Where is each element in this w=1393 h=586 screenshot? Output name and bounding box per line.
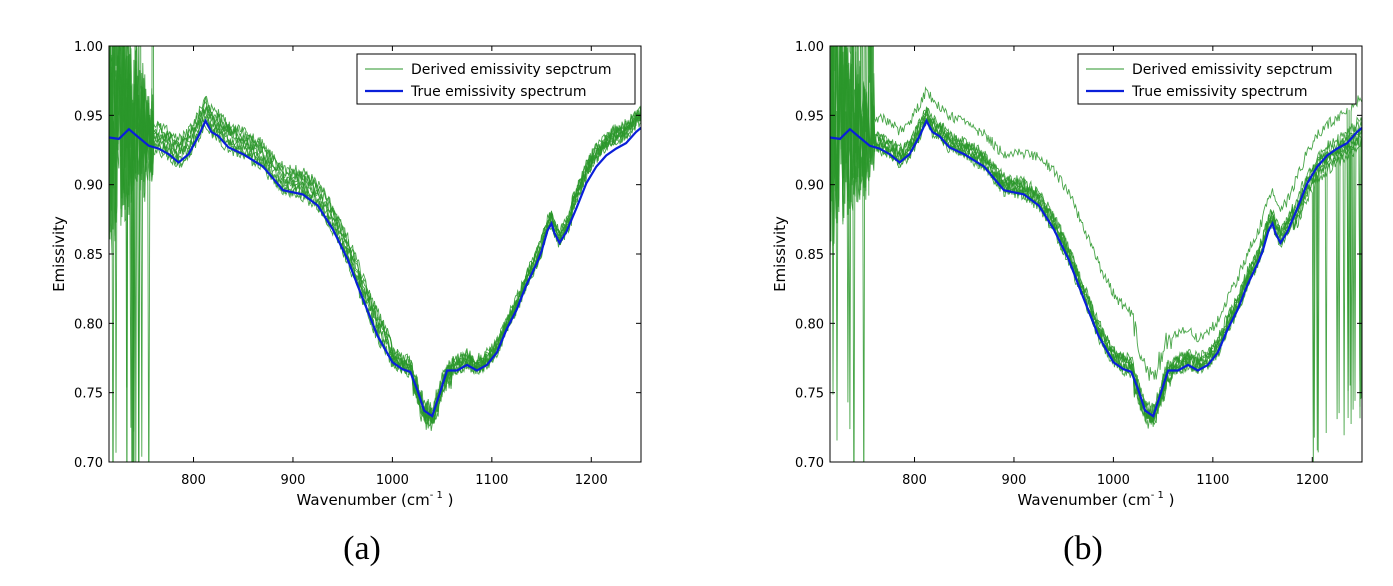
legend-label: Derived emissivity sepctrum — [1132, 62, 1333, 78]
legend: Derived emissivity sepctrum True emissivi… — [1077, 53, 1357, 105]
derived-curve — [109, 46, 641, 417]
y-tick-label: 0.75 — [74, 387, 103, 402]
chart-panel-a: 800 900 1000 1100 1200 0.70 0.75 0.80 0.85 0.90 0.… — [0, 0, 696, 586]
y-tick-label: 0.90 — [74, 179, 103, 194]
y-tick-label: 0.70 — [74, 456, 103, 471]
x-tick-label: 1200 — [1296, 473, 1329, 488]
x-tick-label: 800 — [181, 473, 206, 488]
legend-label: True emissivity spectrum — [410, 84, 586, 100]
y-tick-label: 0.95 — [795, 109, 824, 124]
derived-curve — [830, 46, 1362, 462]
y-axis-label: Emissivity — [50, 216, 68, 292]
chart-a-svg: 800 900 1000 1100 1200 0.70 0.75 0.80 0.85 0.90 0.… — [50, 40, 642, 509]
plot-area — [830, 46, 1362, 462]
x-tick-label: 900 — [281, 473, 306, 488]
legend-box — [1077, 53, 1357, 105]
chart-panel-b: 800 900 1000 1100 1200 0.70 0.75 0.80 0.85 0.90 0.… — [721, 0, 1393, 586]
y-tick-label: 1.00 — [795, 40, 824, 55]
derived-curve — [109, 46, 641, 462]
x-tick-label: 1000 — [1097, 473, 1130, 488]
derived-curve — [830, 46, 1362, 395]
x-axis-label: Wavenumber (cm- 1 ) — [1018, 490, 1175, 509]
x-axis-label: Wavenumber (cm- 1 ) — [297, 490, 454, 509]
y-tick-label: 0.80 — [74, 317, 103, 332]
x-tick-label: 1200 — [575, 473, 608, 488]
y-tick-label: 0.75 — [795, 387, 824, 402]
plot-area — [109, 46, 641, 462]
plot-frame — [108, 45, 642, 463]
x-tick-label: 900 — [1002, 473, 1027, 488]
legend: Derived emissivity sepctrum True emissivi… — [356, 53, 636, 105]
y-axis-label: Emissivity — [771, 216, 789, 292]
y-tick-label: 0.85 — [74, 248, 103, 263]
panel-label-a: (a) — [343, 530, 381, 567]
legend-label: True emissivity spectrum — [1131, 84, 1307, 100]
y-tick-label: 0.80 — [795, 317, 824, 332]
x-tick-label: 1000 — [376, 473, 409, 488]
y-tick-label: 0.85 — [795, 248, 824, 263]
chart-b-svg: 800 900 1000 1100 1200 0.70 0.75 0.80 0.85 0.90 0.… — [771, 40, 1363, 509]
panel-label-b: (b) — [1063, 530, 1103, 567]
y-tick-label: 0.90 — [795, 179, 824, 194]
legend-box — [356, 53, 636, 105]
y-tick-label: 0.95 — [74, 109, 103, 124]
x-tick-label: 800 — [902, 473, 927, 488]
y-tick-label: 1.00 — [74, 40, 103, 55]
x-tick-label: 1100 — [1196, 473, 1229, 488]
derived-curve — [830, 46, 1362, 420]
true-curve — [109, 118, 641, 418]
x-tick-label: 1100 — [475, 473, 508, 488]
plot-frame — [829, 45, 1363, 463]
legend-label: Derived emissivity sepctrum — [411, 62, 612, 78]
true-curve — [830, 118, 1362, 418]
y-tick-label: 0.70 — [795, 456, 824, 471]
